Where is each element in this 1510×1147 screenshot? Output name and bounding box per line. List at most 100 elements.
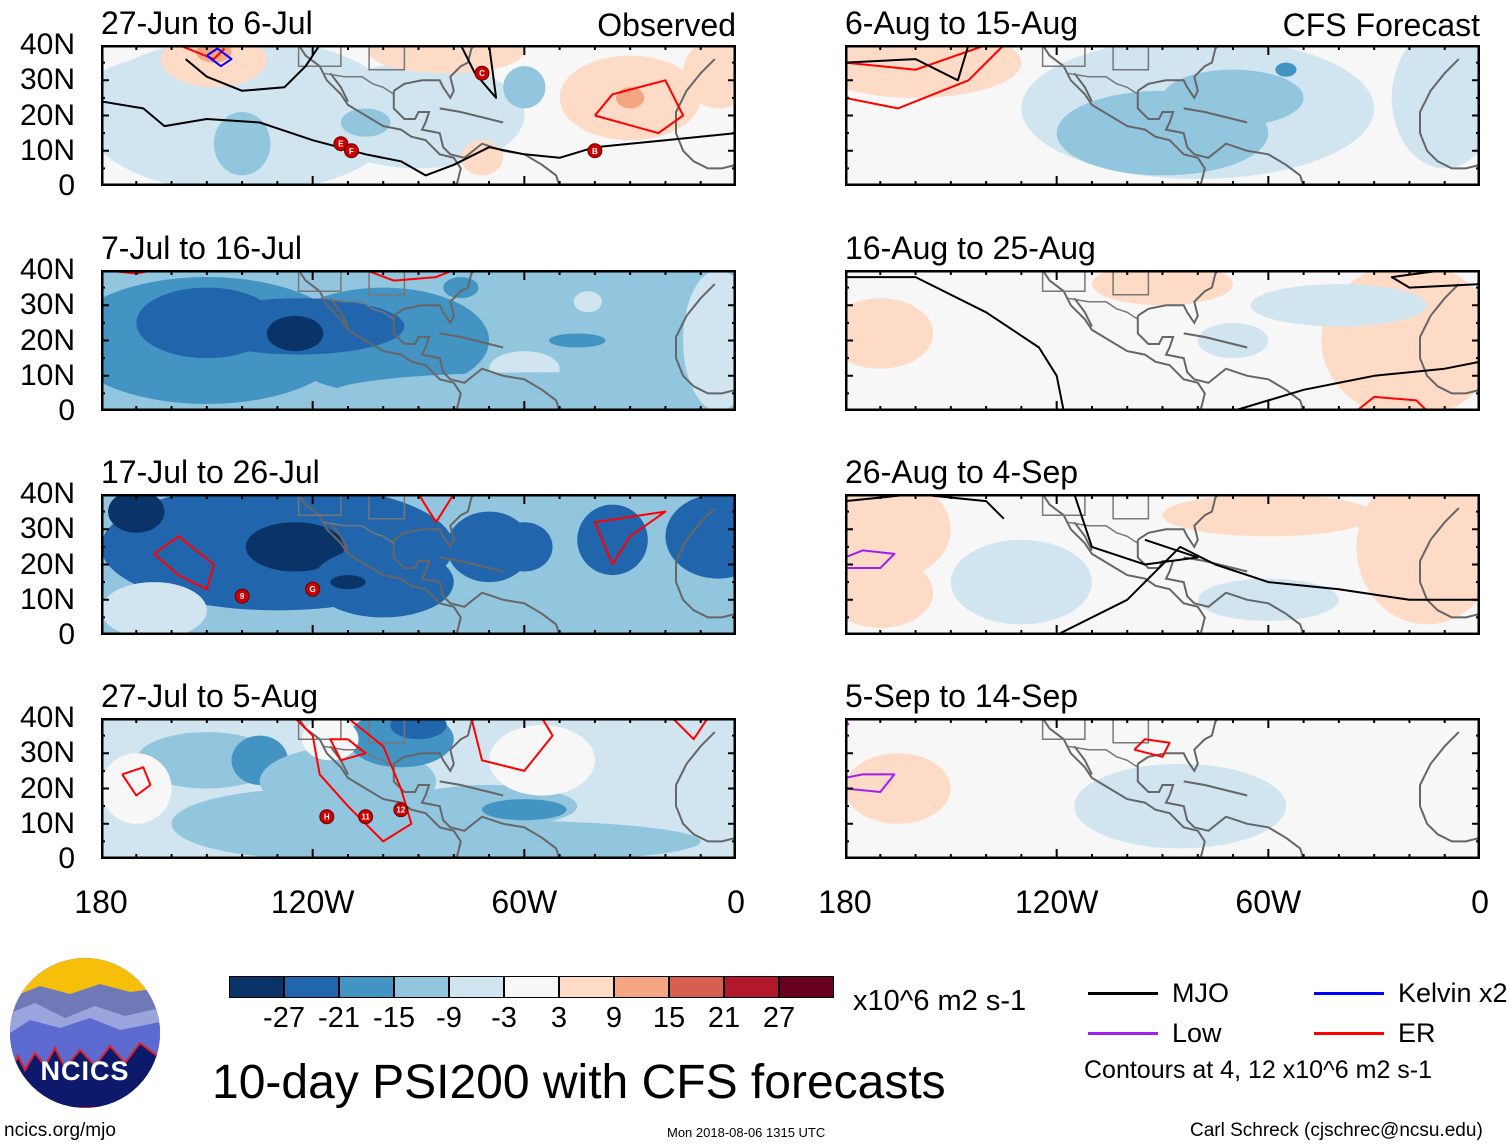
coastline <box>329 521 349 551</box>
contour-line <box>1133 738 1171 758</box>
lat-label: 30N <box>19 288 75 322</box>
anomaly-region <box>1275 62 1297 77</box>
colorbar-swatch <box>504 976 559 998</box>
country-border <box>1041 494 1086 516</box>
coastline <box>1136 539 1305 635</box>
contour-line <box>1390 270 1480 289</box>
lat-label: 0 <box>58 842 75 875</box>
psi200-map: 9G <box>101 494 736 635</box>
colorbar-label: 27 <box>762 1002 796 1034</box>
panel-period-title: 7-Jul to 16-Jul <box>101 230 302 266</box>
contour-line <box>593 510 667 566</box>
footer-url[interactable]: ncics.org/mjo <box>4 1120 116 1141</box>
coastline <box>1419 283 1480 395</box>
coastline <box>439 107 504 124</box>
country-border <box>1112 270 1150 296</box>
legend-line-mjo <box>1088 992 1158 995</box>
contour-line <box>365 270 455 282</box>
coastline <box>1136 315 1305 411</box>
legend-line-kelvin-x2 <box>1314 992 1384 995</box>
contour-line <box>153 535 215 591</box>
anomaly-region <box>845 557 934 628</box>
tropical-cyclone-icon: E <box>333 136 349 152</box>
coastline <box>675 283 736 395</box>
country-border <box>1067 297 1139 320</box>
panel-period-title: 17-Jul to 26-Jul <box>101 454 320 490</box>
colorbar-swatch <box>559 976 614 998</box>
colorbar-label: 9 <box>605 1002 623 1034</box>
legend-line-er <box>1314 1032 1384 1035</box>
coastline <box>675 507 736 619</box>
lon-label: 120W <box>270 884 355 920</box>
lat-label: 40N <box>19 253 75 286</box>
coastline <box>1419 731 1480 843</box>
coastline <box>1137 270 1220 325</box>
anomaly-region <box>266 315 324 352</box>
lat-label: 20N <box>19 323 75 357</box>
anomaly-region <box>1197 578 1339 621</box>
colorbar-swatch <box>669 976 724 998</box>
contour-line <box>1056 545 1480 635</box>
storm-label: 11 <box>361 813 370 822</box>
country-border <box>1067 745 1139 768</box>
coastline <box>1183 556 1248 573</box>
colorbar-swatch <box>284 976 339 998</box>
coastline <box>329 297 349 327</box>
map-panel <box>101 270 736 411</box>
anomaly-region <box>1391 45 1480 169</box>
legend-label: MJO <box>1172 978 1229 1008</box>
lat-label: 20N <box>19 98 75 132</box>
coastline <box>1136 90 1305 186</box>
contour-line <box>470 718 554 772</box>
logo-text: NCICS <box>40 1056 130 1086</box>
country-border <box>1112 45 1150 71</box>
country-border <box>323 745 395 768</box>
coastline <box>439 556 504 573</box>
colorbar-swatch <box>449 976 504 998</box>
anomaly-region <box>101 582 207 635</box>
coastline <box>392 90 561 186</box>
lat-label: 20N <box>19 771 75 805</box>
anomaly-region <box>845 298 934 369</box>
panel-period-title: 16-Aug to 25-Aug <box>845 230 1096 266</box>
lat-label: 10N <box>19 582 75 616</box>
anomaly-region <box>676 718 736 842</box>
colorbar-swatch <box>339 976 394 998</box>
map-panel: H 12 11 <box>101 718 736 859</box>
storm-label: C <box>479 69 485 78</box>
colorbar-swatch <box>394 976 449 998</box>
tropical-cyclone-icon: C <box>474 65 490 81</box>
contour-line <box>1073 494 1199 566</box>
footer-author: Carl Schreck (cjschrec@ncsu.edu) <box>1190 1120 1483 1141</box>
psi200-map <box>845 270 1480 411</box>
country-border <box>1041 45 1086 67</box>
lon-label: 0 <box>1471 884 1489 920</box>
coastline <box>1136 763 1305 859</box>
anomaly-region <box>369 45 525 74</box>
country-border <box>297 270 342 292</box>
anomaly-region <box>108 494 165 533</box>
contour-line <box>329 738 367 762</box>
legend-line-low <box>1088 1032 1158 1035</box>
coastline <box>675 58 736 170</box>
coastline <box>392 539 561 635</box>
coastline <box>1419 58 1480 170</box>
lat-label: 40N <box>19 701 75 734</box>
lat-label: 30N <box>19 63 75 97</box>
lon-label: 120W <box>1014 884 1099 920</box>
country-border <box>323 521 395 544</box>
contour-line <box>1232 360 1480 411</box>
lat-label: 40N <box>19 28 75 61</box>
anomaly-region <box>330 575 366 590</box>
psi200-map <box>845 45 1480 186</box>
anomaly-region <box>665 494 736 579</box>
tropical-cyclone-icon: 11 <box>358 809 374 825</box>
anomaly-region <box>845 753 951 824</box>
coastline <box>1041 270 1206 411</box>
lat-label: 0 <box>58 618 75 651</box>
map-panel <box>845 45 1480 186</box>
storm-label: 12 <box>396 806 405 815</box>
anomaly-region <box>1197 322 1269 359</box>
tropical-cyclone-icon: B <box>587 143 603 159</box>
